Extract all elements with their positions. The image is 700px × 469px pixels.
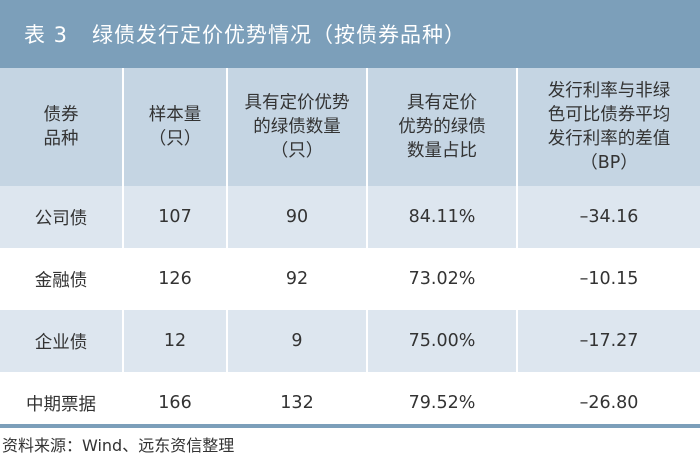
- cell-bond-type: 企业债: [0, 310, 124, 372]
- cell-bond-type: 中期票据: [0, 372, 124, 434]
- table-title: 表 3 绿债发行定价优势情况（按债券品种）: [0, 0, 700, 68]
- header-row: 债券 品种 样本量 （只） 具有定价优势 的绿债数量 （只） 具有定价 优势的绿…: [0, 68, 700, 186]
- cell-sample-size: 107: [123, 186, 228, 248]
- cell-rate-difference: –10.15: [579, 269, 639, 289]
- cell-rate-difference: –17.27: [579, 331, 639, 351]
- cell-advantage-ratio: 79.52%: [367, 372, 518, 434]
- data-table: 债券 品种 样本量 （只） 具有定价优势 的绿债数量 （只） 具有定价 优势的绿…: [0, 68, 700, 434]
- cell-bond-type: 金融债: [0, 248, 124, 310]
- cell-advantage-count: 92: [227, 248, 368, 310]
- cell-bond-type: 公司债: [0, 186, 124, 248]
- header-bond-type: 债券 品种: [0, 68, 124, 186]
- table-title-text: 绿债发行定价优势情况（按债券品种）: [92, 23, 467, 47]
- cell-rate-difference: –26.80: [579, 393, 639, 413]
- cell-sample-size: 166: [123, 372, 228, 434]
- cell-advantage-count: 9: [227, 310, 368, 372]
- table-row: 中期票据 166 132 79.52% –26.80: [0, 372, 700, 434]
- table-row: 公司债 107 90 84.11% –34.16: [0, 186, 700, 248]
- cell-advantage-ratio: 84.11%: [367, 186, 518, 248]
- header-advantage-count: 具有定价优势 的绿债数量 （只）: [227, 68, 368, 186]
- header-rate-difference: 发行利率与非绿 色可比债券平均 发行利率的差值 （BP）: [547, 81, 671, 173]
- bottom-divider: [0, 424, 700, 428]
- source-note: 资料来源：Wind、远东资信整理: [2, 436, 235, 455]
- cell-advantage-count: 132: [227, 372, 368, 434]
- cell-advantage-ratio: 73.02%: [367, 248, 518, 310]
- table-number: 表 3: [24, 23, 69, 47]
- table-row: 企业债 12 9 75.00% –17.27: [0, 310, 700, 372]
- cell-advantage-ratio: 75.00%: [367, 310, 518, 372]
- cell-sample-size: 12: [123, 310, 228, 372]
- header-advantage-ratio: 具有定价 优势的绿债 数量占比: [367, 68, 518, 186]
- cell-rate-difference: –34.16: [579, 207, 639, 227]
- header-sample-size: 样本量 （只）: [123, 68, 228, 186]
- cell-sample-size: 126: [123, 248, 228, 310]
- cell-advantage-count: 90: [227, 186, 368, 248]
- table-row: 金融债 126 92 73.02% –10.15: [0, 248, 700, 310]
